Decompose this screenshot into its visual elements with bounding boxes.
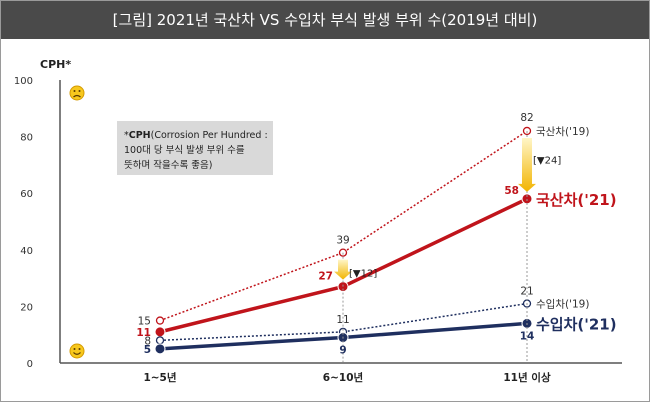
series-line-0 [159,130,528,322]
y-axis-label: CPH* [40,58,71,71]
data-label: 14 [520,330,535,342]
face-mouth [73,352,81,355]
change-annotation-mid: [▼12] [349,269,377,280]
data-label: 8 [144,335,151,347]
data-label: 39 [336,235,349,247]
chart-title: [그림] 2021년 국산차 VS 수입차 부식 발생 부위 수(2019년 대… [1,1,649,39]
data-label: 15 [138,316,151,328]
note-line3: 뜻하며 작을수록 좋음) [124,159,212,171]
note-line1: (Corrosion Per Hundred : [151,130,268,141]
svg-text:*CPH(Corrosion Per Hundred :: *CPH(Corrosion Per Hundred : [124,130,268,141]
y-tick-label: 80 [20,133,33,144]
x-tick-label: 6~10년 [323,371,363,384]
y-tick-label: 20 [20,302,33,313]
data-label: 11 [336,314,349,326]
data-label: 58 [504,185,519,197]
change-arrow-end [518,137,536,192]
face-circle [69,343,85,359]
note-box: *CPH(Corrosion Per Hundred : 100대 당 부식 발… [117,121,273,175]
face-mouth [73,94,81,98]
y-tick-label: 0 [27,359,33,370]
data-label: 27 [318,271,333,283]
data-label: 9 [339,345,346,357]
y-tick-label: 40 [20,246,33,257]
data-point [155,316,165,325]
note-line2: 100대 당 부식 발생 부위 수를 [124,144,245,156]
series-label-import-21: 수입차('21) [536,315,617,333]
y-tick-label: 60 [20,189,33,200]
data-label: 82 [520,112,533,124]
series-line-2 [159,302,528,342]
data-point [154,343,166,355]
face-eye [78,348,81,350]
change-arrow-mid [334,259,352,280]
note-bold: CPH [129,130,151,141]
data-point [154,326,166,338]
series-label-domestic-21: 국산차('21) [536,191,617,209]
y-tick-label: 100 [14,76,33,87]
x-tick-label: 11년 이상 [503,371,551,384]
series-label-import-19: 수입차('19) [536,298,589,311]
sad-face-icon [69,85,85,101]
face-circle [69,85,85,101]
series-label-domestic-19: 국산차('19) [536,126,589,138]
x-tick-label: 1~5년 [143,371,176,384]
smile-face-icon [69,343,85,359]
data-label: 11 [136,327,151,339]
data-label: 5 [144,344,151,356]
change-annotation-end: [▼24] [533,155,561,166]
face-eye [73,90,76,92]
data-label: 21 [520,286,533,298]
data-point [155,336,165,345]
face-eye [78,90,81,92]
face-eye [73,348,76,350]
